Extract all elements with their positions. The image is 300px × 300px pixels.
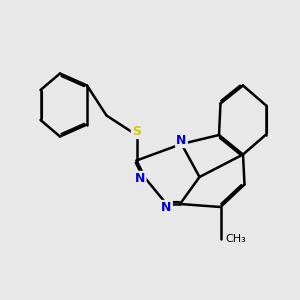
Text: N: N (176, 134, 187, 147)
Text: N: N (135, 172, 145, 185)
Text: CH₃: CH₃ (225, 233, 246, 244)
Text: N: N (161, 201, 172, 214)
Text: S: S (132, 125, 141, 138)
